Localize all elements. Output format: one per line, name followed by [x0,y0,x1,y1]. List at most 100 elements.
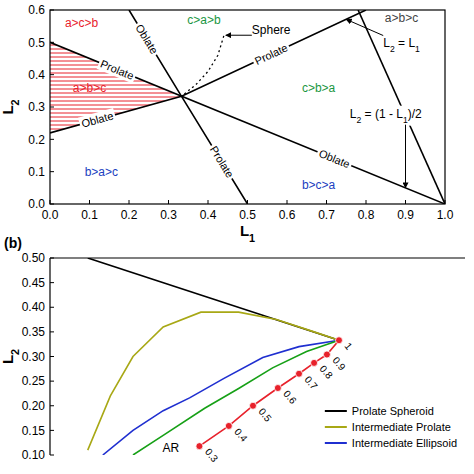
region-label: b>c>a [302,178,336,192]
series-line [133,340,339,455]
x-tick [366,200,367,204]
arrow [405,125,406,188]
y-tick [50,42,54,43]
series-line [199,340,339,446]
arrow [346,19,383,35]
x-tick-label: 0.7 [318,208,335,222]
annotation: L2 = (1 - L1)/2 [348,106,424,188]
y-tick-label: 0.35 [22,325,46,339]
panel: 0.30.40.50.60.70.80.910.100.150.200.250.… [0,235,465,464]
y-tick-label: 0.10 [22,448,46,462]
legend-swatch [325,442,347,444]
annotation: c>b>a [302,81,336,95]
point [335,337,342,344]
x-tick [50,200,51,204]
point [296,370,303,377]
point [225,422,232,429]
point [311,359,318,366]
series-line [50,10,366,133]
annotation: b>a>c [85,165,118,179]
region-label: b>a>c [85,165,118,179]
line-label: Prolate [253,41,290,67]
x-tick [287,200,288,204]
plot-area [50,10,445,204]
x-tick-label: 0.4 [200,208,217,222]
ar-label: 0.9 [330,355,348,373]
annotation: Oblate [78,108,117,131]
legend-entry: Prolate Spheroid [325,405,434,417]
series-line [103,340,339,455]
x-tick [326,200,327,204]
y-tick [50,455,54,456]
series-line [358,10,445,204]
annotation: a>c>b [65,16,99,30]
label-patch [131,20,162,58]
ar-label: 0.6 [281,388,299,406]
label-patch [315,145,354,172]
label-patch [206,142,238,182]
region-label: Sphere [252,23,291,37]
y-tick-label: 0.4 [28,68,45,82]
annotation: b>c>a [302,178,336,192]
legend-label: Intermediate Ellipsoid [352,437,457,449]
x-tick-label: 1.0 [437,208,454,222]
point [196,443,203,450]
series-line [182,36,224,96]
x-tick [89,200,90,204]
panel-label: (b) [4,235,22,251]
region-label: a>b>c [385,11,418,25]
y-tick-label: 0.5 [28,36,45,50]
x-tick [247,200,248,204]
annotation: a>b>c [385,11,418,25]
y-tick [50,430,54,431]
region-label: AR [162,441,179,455]
x-tick [168,200,169,204]
annotation: Oblate [315,145,354,172]
x-tick [405,200,406,204]
annotation: Sphere [226,22,293,38]
ar-label: 0.8 [318,363,336,381]
label-patch [381,35,422,55]
arrow [226,35,252,36]
ar-label: 0.5 [256,406,274,424]
y-tick [50,282,54,283]
panel: 0.00.10.20.30.40.50.60.70.80.91.00.00.10… [0,3,454,244]
y-tick [50,171,54,172]
y-tick-label: 0.40 [22,300,46,314]
x-tick-label: 0.6 [279,208,296,222]
y-tick-label: 0.3 [28,100,45,114]
y-axis-title: L2 [0,349,21,364]
y-tick-label: 0.0 [28,197,45,211]
x-axis-title: L1 [240,222,255,244]
y-tick-label: 0.1 [28,165,45,179]
y-tick-label: 0.45 [22,276,46,290]
ar-label: 0.7 [302,374,320,392]
label-patch [97,56,138,84]
x-tick-label: 0.5 [239,208,256,222]
annotation: AR [162,441,179,455]
x-tick-label: 0.8 [358,208,375,222]
y-tick [50,258,54,259]
legend-swatch [325,410,347,412]
point [249,402,256,409]
label-patch [78,108,117,131]
line-label: Oblate [80,109,114,129]
y-tick [50,405,54,406]
y-tick [50,331,54,332]
y-tick-label: 0.20 [22,399,46,413]
y-tick-label: 0.6 [28,3,45,17]
y-tick [50,139,54,140]
legend-entry: Intermediate Prolate [325,421,451,433]
region-label: a>c>b [65,16,99,30]
y-tick-label: 0.2 [28,133,45,147]
legend: Prolate Spheroid Intermediate Prolate Inte… [325,405,457,449]
y-tick [50,74,54,75]
legend-label: Intermediate Prolate [352,421,451,433]
y-tick [50,204,54,205]
region-label: L2 = L1 [383,36,420,54]
line-label: Oblate [133,22,160,56]
region-label: c>a>b [187,13,221,27]
annotation: c>a>b [187,13,221,27]
x-tick-label: 0.3 [160,208,177,222]
line-label: Oblate [317,147,352,170]
